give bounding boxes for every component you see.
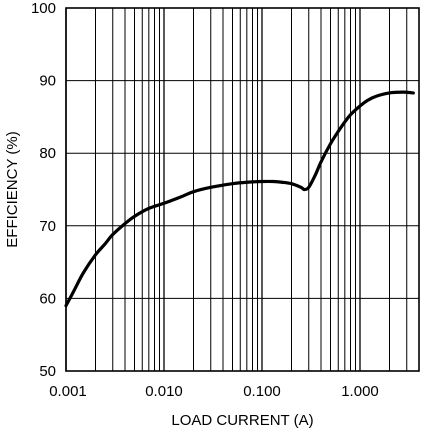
y-tick-label: 70 <box>39 218 56 235</box>
y-tick-label: 50 <box>39 363 56 380</box>
y-tick-labels: 50 60 70 80 90 100 <box>31 0 56 380</box>
x-tick-labels: 0.001 0.010 0.100 1.000 <box>49 383 379 400</box>
plot-frame <box>65 7 420 372</box>
grid-lines <box>65 7 420 372</box>
x-tick-label: 0.001 <box>49 383 87 400</box>
x-axis-label: LOAD CURRENT (A) <box>171 412 313 429</box>
x-tick-label: 0.100 <box>243 383 281 400</box>
y-axis-label: EFFICIENCY (%) <box>4 131 21 247</box>
y-tick-label: 100 <box>31 0 56 17</box>
x-tick-label: 0.010 <box>145 383 183 400</box>
y-tick-label: 90 <box>39 73 56 90</box>
y-tick-label: 80 <box>39 145 56 162</box>
y-tick-label: 60 <box>39 290 56 307</box>
x-tick-label: 1.000 <box>341 383 379 400</box>
efficiency-curve <box>64 90 415 308</box>
